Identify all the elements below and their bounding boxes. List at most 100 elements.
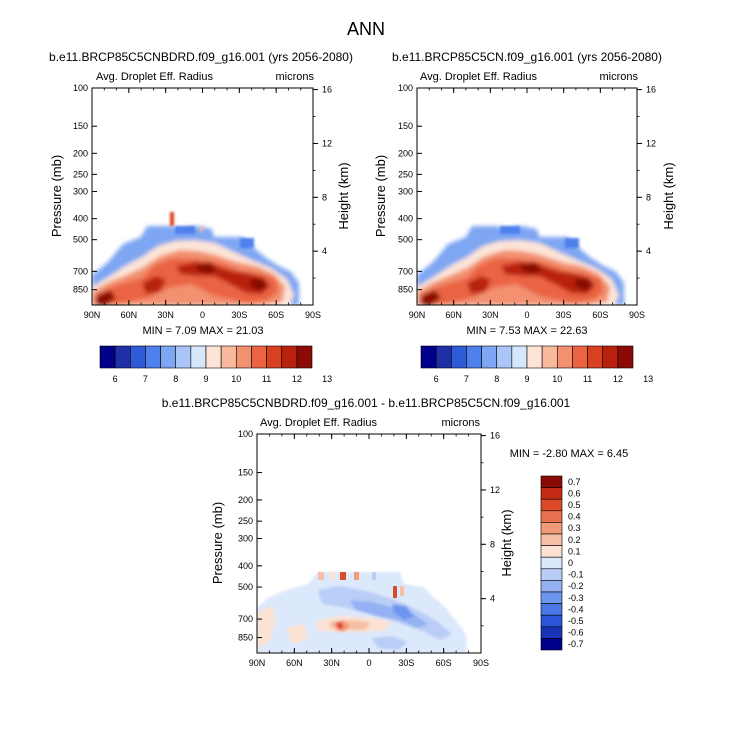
y-tick-label: 300 [73, 187, 88, 197]
x-tick-label: 60S [436, 658, 452, 668]
x-tick-label: 90S [305, 310, 321, 320]
y2-tick-label: 8 [490, 539, 495, 549]
colorbar-swatch [540, 510, 563, 523]
x-tick-label: 0 [524, 310, 529, 320]
colorbar-swatch [541, 345, 558, 369]
colorbar-swatch [572, 345, 588, 369]
panel-1-cap-2 [240, 238, 254, 248]
colorbar-label: 7 [143, 374, 148, 384]
y2-tick-label: 8 [322, 192, 327, 202]
panel-2-field [417, 226, 624, 305]
panel-1-spike-1 [170, 212, 174, 226]
y-tick-label: 150 [238, 468, 253, 478]
colorbar-label: 7 [464, 374, 469, 384]
colorbar-label: -0.4 [568, 604, 584, 614]
x-tick-label: 90N [84, 310, 101, 320]
panel-3-pos-1 [258, 606, 276, 650]
x-tick-label: 60N [286, 658, 303, 668]
colorbar-swatch [587, 345, 604, 369]
panel-2-y2label: Height (km) [661, 162, 676, 229]
colorbar-label: 11 [262, 374, 271, 384]
colorbar-swatch [450, 345, 467, 369]
panel-2-contour-fill [417, 226, 624, 305]
panel-1-level-13b [142, 276, 166, 294]
panel-3-cap-2 [330, 572, 335, 580]
x-tick-label: 60N [121, 310, 138, 320]
colorbar-swatch [160, 345, 177, 369]
colorbar-swatch [266, 345, 283, 369]
colorbar-label: 0 [568, 558, 573, 568]
x-tick-label: 30N [157, 310, 174, 320]
panel-2-cap-2 [565, 238, 579, 248]
x-tick-label: 90N [249, 658, 266, 668]
y-tick-label: 500 [398, 235, 413, 245]
panel-2-stats: MIN = 7.53 MAX = 22.63 [466, 325, 587, 337]
panel-2-edge-detail [500, 226, 579, 248]
panel-1-spike-2 [200, 226, 203, 232]
colorbar-label: 13 [322, 374, 332, 384]
colorbar-label: 8 [173, 374, 178, 384]
panel-3-y2label: Height (km) [499, 509, 514, 576]
x-tick-label: 60N [445, 310, 462, 320]
panel-1-level-14b [249, 278, 268, 291]
panel-2-ylabel: Pressure (mb) [373, 155, 388, 237]
panel-3: b.e11.BRCP85C5CNBDRD.f09_g16.001 - b.e11… [162, 396, 629, 668]
y-tick-label: 700 [398, 266, 413, 276]
colorbar-swatch [435, 345, 452, 369]
panel-3-cap-4 [354, 572, 359, 580]
colorbar-label: 9 [203, 374, 208, 384]
panel-1-subtitle: b.e11.BRCP85C5CNBDRD.f09_g16.001 (yrs 20… [49, 50, 353, 64]
panel-2-colorbar: 6 7 8 9 10 11 12 13 [420, 345, 653, 384]
y2-tick-label: 12 [322, 138, 332, 148]
x-tick-label: 60S [268, 310, 284, 320]
x-tick-label: 0 [366, 658, 371, 668]
y2-tick-label: 16 [322, 85, 332, 95]
x-tick-label: 90N [409, 310, 426, 320]
panel-3-left-label: Avg. Droplet Eff. Radius [260, 417, 377, 429]
panel-3-cap-7 [400, 586, 404, 596]
panel-2-left-label: Avg. Droplet Eff. Radius [420, 71, 537, 83]
y-tick-label: 150 [73, 121, 88, 131]
panel-3-stats: MIN = -2.80 MAX = 6.45 [510, 448, 629, 460]
panel-1-level-14c [96, 290, 116, 305]
colorbar-swatch [99, 345, 116, 369]
colorbar-label: -0.3 [568, 593, 584, 603]
colorbar-swatch [526, 345, 543, 369]
colorbar-label: -0.6 [568, 628, 584, 638]
colorbar-swatch [540, 522, 563, 535]
panel-2-right-label: microns [599, 71, 638, 83]
colorbar-swatch [556, 345, 573, 369]
colorbar-label: -0.7 [568, 639, 584, 649]
colorbar-swatch [540, 568, 563, 581]
colorbar-swatch [540, 603, 563, 616]
colorbar-swatch [540, 614, 563, 628]
y-tick-label: 400 [238, 561, 253, 571]
panel-1-ylabel: Pressure (mb) [49, 155, 64, 237]
panel-3-neg-2 [350, 600, 428, 628]
colorbar-swatch [540, 487, 563, 500]
y-tick-label: 100 [398, 83, 413, 93]
colorbar-swatch [511, 345, 528, 369]
colorbar-label: 0.5 [568, 500, 581, 510]
y-tick-label: 100 [73, 83, 88, 93]
colorbar-label: 8 [494, 374, 499, 384]
panel-1-ticks: 90N 60N 30N 0 30S 60S 90S 100 150 200 250 300 400 500… [73, 83, 332, 320]
colorbar-swatch [481, 345, 498, 369]
colorbar-label: 0.2 [568, 535, 581, 545]
colorbar-swatch [296, 345, 313, 369]
panel-3-base [257, 572, 467, 653]
colorbar-swatch [420, 345, 437, 369]
panel-1-colorbar: 6 7 8 9 10 11 12 13 [99, 345, 332, 384]
panel-1-right-label: microns [275, 71, 314, 83]
y-tick-label: 400 [398, 214, 413, 224]
colorbar-label: 0.6 [568, 488, 581, 498]
y-tick-label: 500 [238, 582, 253, 592]
panel-2-level-14b [574, 278, 593, 291]
panel-2-level-12 [421, 258, 603, 305]
panel-3-contour-fill [257, 572, 467, 653]
panel-3-field [257, 572, 467, 653]
colorbar-label: 10 [552, 374, 562, 384]
panel-1-y2label: Height (km) [336, 162, 351, 229]
panel-3-pos-5 [336, 622, 344, 630]
